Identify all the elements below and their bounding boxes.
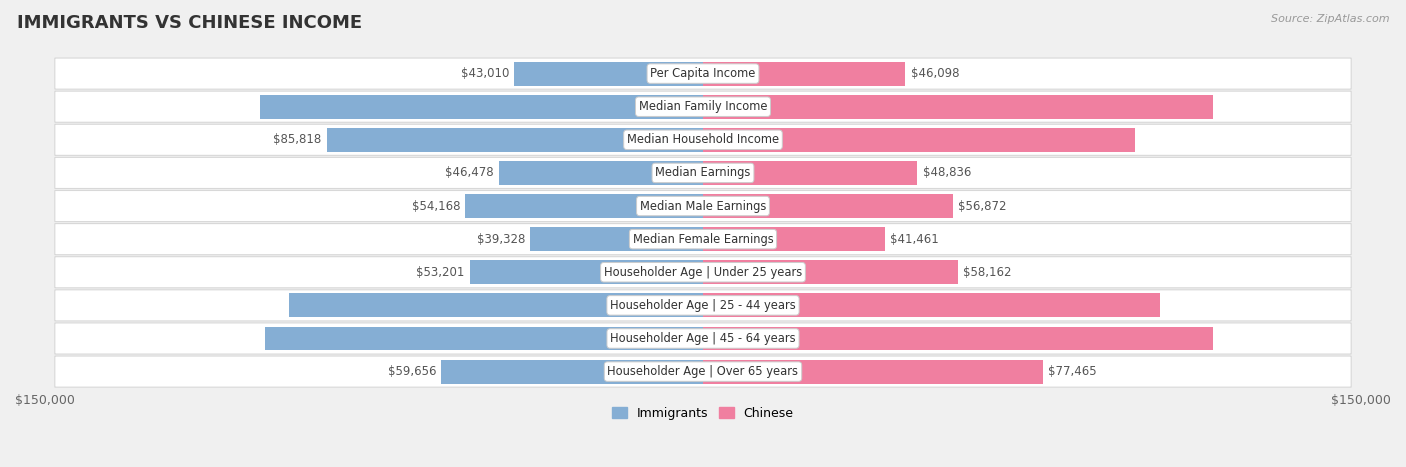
Text: $59,656: $59,656 [388, 365, 436, 378]
FancyBboxPatch shape [55, 323, 1351, 354]
FancyBboxPatch shape [55, 124, 1351, 156]
Bar [326, 128, 703, 152]
Text: Source: ZipAtlas.com: Source: ZipAtlas.com [1271, 14, 1389, 24]
Text: Per Capita Income: Per Capita Income [651, 67, 755, 80]
Text: $53,201: $53,201 [416, 266, 464, 279]
Text: Median Female Earnings: Median Female Earnings [633, 233, 773, 246]
Bar [703, 128, 1135, 152]
Bar [703, 194, 952, 218]
Bar [465, 194, 703, 218]
Bar [499, 161, 703, 185]
Bar [703, 260, 957, 284]
Text: $43,010: $43,010 [461, 67, 509, 80]
Text: $104,264: $104,264 [710, 299, 766, 312]
Text: Householder Age | 25 - 44 years: Householder Age | 25 - 44 years [610, 299, 796, 312]
Bar [260, 95, 703, 119]
FancyBboxPatch shape [55, 157, 1351, 189]
Legend: Immigrants, Chinese: Immigrants, Chinese [607, 402, 799, 425]
Text: $46,478: $46,478 [446, 166, 494, 179]
Text: Median Household Income: Median Household Income [627, 133, 779, 146]
FancyBboxPatch shape [55, 91, 1351, 122]
FancyBboxPatch shape [55, 290, 1351, 321]
FancyBboxPatch shape [55, 224, 1351, 255]
Text: $39,328: $39,328 [477, 233, 526, 246]
Bar [530, 227, 703, 251]
Text: $116,156: $116,156 [710, 332, 766, 345]
Text: $41,461: $41,461 [890, 233, 939, 246]
Text: $48,836: $48,836 [922, 166, 972, 179]
Bar [703, 161, 917, 185]
Bar [441, 360, 703, 383]
Text: Householder Age | Under 25 years: Householder Age | Under 25 years [603, 266, 803, 279]
Text: $98,496: $98,496 [710, 133, 758, 146]
Text: $58,162: $58,162 [963, 266, 1012, 279]
Text: $56,872: $56,872 [957, 199, 1007, 212]
Bar [264, 326, 703, 350]
Text: $99,943: $99,943 [648, 332, 696, 345]
Text: $100,962: $100,962 [640, 100, 696, 113]
Bar [703, 360, 1043, 383]
Text: Median Earnings: Median Earnings [655, 166, 751, 179]
Bar [703, 293, 1160, 317]
FancyBboxPatch shape [55, 257, 1351, 288]
Text: $77,465: $77,465 [1047, 365, 1097, 378]
FancyBboxPatch shape [55, 356, 1351, 387]
FancyBboxPatch shape [55, 191, 1351, 222]
Text: Median Male Earnings: Median Male Earnings [640, 199, 766, 212]
Bar [703, 95, 1213, 119]
Text: Median Family Income: Median Family Income [638, 100, 768, 113]
Text: IMMIGRANTS VS CHINESE INCOME: IMMIGRANTS VS CHINESE INCOME [17, 14, 361, 32]
Bar [703, 326, 1212, 350]
Text: $54,168: $54,168 [412, 199, 460, 212]
Text: $85,818: $85,818 [273, 133, 321, 146]
Bar [703, 62, 905, 85]
Text: $46,098: $46,098 [911, 67, 959, 80]
Bar [703, 227, 884, 251]
Text: $94,423: $94,423 [648, 299, 696, 312]
Bar [515, 62, 703, 85]
Bar [288, 293, 703, 317]
Text: $116,188: $116,188 [710, 100, 766, 113]
Bar [470, 260, 703, 284]
Text: Householder Age | Over 65 years: Householder Age | Over 65 years [607, 365, 799, 378]
FancyBboxPatch shape [55, 58, 1351, 89]
Text: Householder Age | 45 - 64 years: Householder Age | 45 - 64 years [610, 332, 796, 345]
